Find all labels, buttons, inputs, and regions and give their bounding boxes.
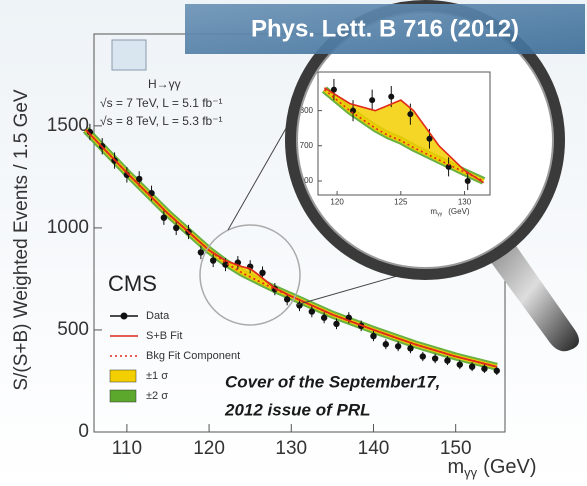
x-axis-label: mγγ (GeV) xyxy=(430,207,470,218)
y-tick-label: 1000 xyxy=(47,217,89,238)
data-point xyxy=(382,341,390,348)
data-point xyxy=(426,135,433,142)
experiment-label: CMS xyxy=(108,271,157,296)
annotation: 2012 issue of PRL xyxy=(224,400,371,419)
magnifier-handle xyxy=(482,230,579,352)
data-point xyxy=(407,345,414,352)
inset-chart: 600 700 800 120 125 130 mγγ (GeV) xyxy=(300,71,491,218)
data-point xyxy=(160,214,168,221)
data-point xyxy=(197,249,205,256)
data-point xyxy=(464,177,471,184)
plot-frame xyxy=(317,71,491,196)
data-point xyxy=(308,308,316,315)
data-point xyxy=(419,353,426,360)
cms-logo xyxy=(111,39,147,71)
banner xyxy=(185,4,585,54)
x-tick-label: 125 xyxy=(394,197,408,206)
x-axis-label-part: (GeV) xyxy=(483,456,536,478)
data-point xyxy=(388,93,395,100)
x-tick-label: 120 xyxy=(193,438,225,459)
channel-label: H→γγ xyxy=(148,77,181,91)
data-point xyxy=(407,111,414,118)
data-point xyxy=(369,97,376,104)
energy-label: √s = 8 TeV, L = 5.3 fb⁻¹ xyxy=(100,114,223,128)
x-axis-label: mγγ (GeV) xyxy=(447,456,536,480)
citation: Phys. Lett. B 716 (2012) xyxy=(251,15,519,42)
data-point xyxy=(173,224,180,232)
data-point xyxy=(468,363,476,370)
y-tick-label: 600 xyxy=(300,176,314,185)
fit-line xyxy=(85,129,498,368)
data-point xyxy=(445,163,452,170)
signal-area xyxy=(324,87,484,183)
x-axis-label-part: γγ xyxy=(437,212,443,218)
legend-label: Data xyxy=(146,310,170,322)
data-point xyxy=(259,269,266,276)
y-tick-label: 800 xyxy=(300,106,314,115)
data-point xyxy=(320,314,328,321)
legend-label: ±1 σ xyxy=(146,370,168,382)
x-axis-label-part: m xyxy=(447,456,464,478)
x-tick-label: 150 xyxy=(440,438,472,459)
data-point xyxy=(333,320,340,328)
x-axis-label-part: (GeV) xyxy=(448,207,470,216)
x-axis-label-part: m xyxy=(430,207,437,216)
legend-symbol xyxy=(120,312,128,320)
data-point xyxy=(209,257,217,264)
x-tick-label: 110 xyxy=(112,438,142,459)
data-point xyxy=(394,343,402,350)
data-point xyxy=(493,367,500,374)
data-point xyxy=(481,365,488,372)
legend-label: ±2 σ xyxy=(146,390,168,402)
legend-swatch xyxy=(109,369,137,383)
x-tick-label: 130 xyxy=(458,197,472,206)
legend-label: Bkg Fit Component xyxy=(146,350,240,362)
data-point xyxy=(222,261,229,268)
x-tick-label: 120 xyxy=(330,197,344,206)
y-tick-label: 500 xyxy=(57,319,89,340)
data-point xyxy=(370,332,377,340)
annotation: Cover of the September17, xyxy=(225,372,440,391)
y-axis-label: S/(S+B) Weighted Events / 1.5 GeV xyxy=(11,89,32,390)
data-point xyxy=(283,296,291,303)
x-tick-label: 140 xyxy=(358,438,390,459)
y-tick-label: 700 xyxy=(300,141,314,150)
x-axis-label-part: γγ xyxy=(464,465,478,480)
zoom-circle xyxy=(199,224,301,326)
y-tick-label: 1500 xyxy=(47,115,89,136)
data-point xyxy=(431,355,439,362)
data-point xyxy=(456,361,463,368)
y-tick-label: 0 xyxy=(78,421,89,442)
data-point xyxy=(136,175,143,183)
data-point xyxy=(444,357,451,364)
x-tick-label: 130 xyxy=(275,438,307,459)
data-point xyxy=(330,86,337,93)
energy-label: √s = 7 TeV, L = 5.1 fb⁻¹ xyxy=(100,96,223,110)
legend-label: S+B Fit xyxy=(146,330,182,342)
legend-swatch xyxy=(109,389,137,403)
fit-line xyxy=(323,87,485,184)
